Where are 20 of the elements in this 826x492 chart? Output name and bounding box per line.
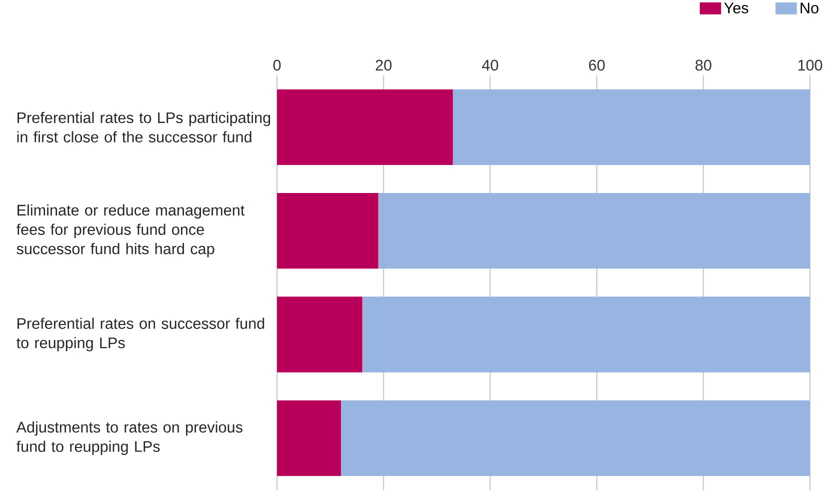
bar xyxy=(340,400,810,476)
y-tick-label: Preferential rates on successor fund to reupping LPs xyxy=(16,318,264,352)
bar xyxy=(277,192,378,269)
x-tick-label: 60 xyxy=(589,60,605,71)
bar xyxy=(362,296,810,372)
x-tick-label: 40 xyxy=(482,60,498,71)
x-tick-label: 20 xyxy=(376,60,392,71)
bar xyxy=(277,400,341,476)
x-tick-label: 0 xyxy=(273,60,281,71)
y-tick-label: Adjustments to rates on previous fund to reupping LPs xyxy=(16,421,242,455)
x-tick-label: 100 xyxy=(798,60,822,71)
x-tick-label: 80 xyxy=(696,60,712,71)
bar xyxy=(277,296,362,372)
bar xyxy=(378,192,810,269)
bar xyxy=(277,89,453,165)
y-tick-label: Preferential rates to LPs participating in first close of the successor fund xyxy=(17,112,270,142)
legend-label: No xyxy=(800,2,818,14)
y-tick-label: Eliminate or reduce management fees for previous fund once successor fund hits hard cap xyxy=(16,204,245,258)
legend-label: Yes xyxy=(724,2,748,14)
bar xyxy=(452,89,810,165)
